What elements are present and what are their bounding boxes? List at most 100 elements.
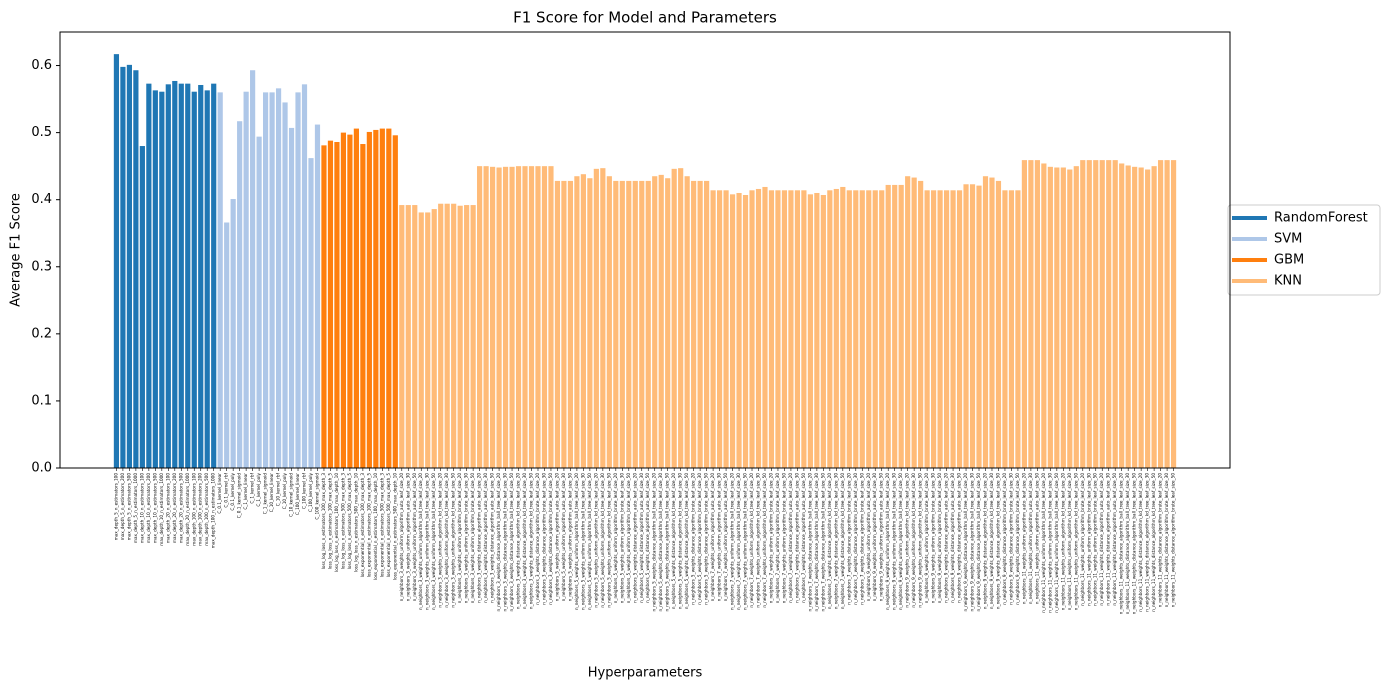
x-tick-label: n_neighbors_3_weights_distance_algorithm…: [490, 473, 495, 603]
x-tick-label: n_neighbors_5_weights_uniform_algorithm_…: [600, 473, 605, 608]
x-tick-label: n_neighbors_3_weights_uniform_algorithm_…: [412, 473, 417, 602]
x-tick-label: n_neighbors_9_weights_distance_algorithm…: [995, 473, 1000, 609]
bar: [833, 188, 839, 468]
x-tick-label: n_neighbors_11_weights_distance_algorith…: [1158, 473, 1163, 608]
bar: [639, 180, 645, 468]
x-tick-label: n_neighbors_3_weights_distance_algorithm…: [535, 473, 540, 605]
y-tick-label: 0.4: [31, 192, 52, 207]
bar: [457, 205, 463, 468]
bar: [755, 188, 762, 468]
x-tick-label: n_neighbors_9_weights_uniform_algorithm_…: [885, 473, 890, 610]
bar: [937, 190, 943, 468]
x-tick-label: n_neighbors_9_weights_uniform_algorithm_…: [911, 473, 916, 608]
bar: [1119, 163, 1125, 468]
bar: [788, 190, 794, 468]
bar: [217, 92, 223, 468]
bar: [431, 209, 437, 469]
bar: [554, 180, 561, 468]
bar: [995, 180, 1002, 468]
x-tick-label: n_neighbors_9_weights_uniform_algorithm_…: [872, 473, 877, 602]
bar: [561, 180, 567, 468]
x-tick-label: n_neighbors_7_weights_distance_algorithm…: [833, 473, 838, 609]
bar: [1073, 166, 1079, 468]
x-tick-label: n_neighbors_9_weights_distance_algorithm…: [1002, 473, 1007, 605]
bar: [275, 88, 282, 469]
x-tick-label: n_neighbors_3_weights_distance_algorithm…: [516, 473, 521, 609]
bar: [237, 121, 243, 468]
x-tick-label: n_neighbors_5_weights_distance_algorithm…: [632, 473, 637, 603]
bar: [652, 176, 658, 468]
y-axis-label: Average F1 Score: [9, 193, 24, 307]
bar: [340, 132, 347, 468]
x-tick-label: n_neighbors_3_weights_distance_algorithm…: [503, 473, 508, 612]
bar: [931, 190, 937, 468]
x-tick-label: n_neighbors_11_weights_distance_algorith…: [1132, 473, 1137, 615]
x-tick-label: n_neighbors_9_weights_uniform_algorithm_…: [898, 473, 903, 610]
x-tick-label: n_neighbors_9_weights_uniform_algorithm_…: [866, 473, 871, 602]
x-tick-label: loss_exponential_n_estimators_500_max_de…: [386, 473, 391, 578]
bar: [425, 212, 431, 468]
x-tick-label: loss_exponential_n_estimators_100_max_de…: [366, 473, 371, 578]
x-tick-label: n_neighbors_7_weights_distance_algorithm…: [788, 473, 793, 603]
bar: [892, 184, 898, 469]
bar: [1080, 160, 1086, 468]
x-tick-label: loss_log_loss_n_estimators_100_max_depth…: [334, 473, 339, 572]
bar: [729, 194, 736, 468]
bar: [191, 91, 197, 469]
chart-title: F1 Score for Model and Parameters: [513, 9, 777, 27]
bar: [113, 54, 120, 469]
bar: [827, 190, 833, 468]
bar: [120, 66, 126, 468]
x-tick-label: n_neighbors_11_weights_uniform_algorithm…: [1021, 473, 1026, 604]
x-tick-label: max_depth_5_n_estimators_200: [120, 473, 125, 541]
x-tick-label: n_neighbors_3_weights_distance_algorithm…: [483, 473, 488, 603]
x-tick-label: C_10_kernel_linear: [269, 473, 274, 513]
x-tick-label: max_depth_100_n_estimators_1000: [211, 473, 216, 549]
x-tick-label: n_neighbors_5_weights_uniform_algorithm_…: [567, 473, 572, 602]
x-tick-label: max_depth_10_n_estimators_500: [152, 473, 157, 543]
bar: [373, 129, 379, 468]
x-tick-label: n_neighbors_5_weights_uniform_algorithm_…: [619, 473, 624, 604]
bar: [204, 90, 210, 468]
x-tick-label: C_0.1_kernel_linear: [217, 473, 222, 514]
x-tick-label: n_neighbors_3_weights_uniform_algorithm_…: [405, 473, 410, 602]
x-tick-label: n_neighbors_7_weights_distance_algorithm…: [846, 473, 851, 605]
bar: [295, 92, 301, 468]
bar: [1034, 160, 1040, 468]
bar: [489, 166, 496, 468]
y-tick-label: 0.1: [31, 393, 52, 408]
x-tick-label: n_neighbors_5_weights_distance_algorithm…: [671, 473, 676, 609]
bar: [126, 64, 132, 469]
x-tick-label: n_neighbors_9_weights_distance_algorithm…: [1008, 473, 1013, 605]
x-tick-label: n_neighbors_11_weights_distance_algorith…: [1099, 473, 1104, 606]
x-tick-label: n_neighbors_5_weights_uniform_algorithm_…: [554, 473, 559, 602]
bar: [963, 184, 969, 468]
x-tick-label: n_neighbors_9_weights_distance_algorithm…: [970, 473, 975, 612]
x-tick-label: n_neighbors_7_weights_uniform_algorithm_…: [768, 473, 773, 604]
x-tick-label: n_neighbors_11_weights_uniform_algorithm…: [1041, 473, 1046, 613]
x-tick-label: n_neighbors_5_weights_uniform_algorithm_…: [593, 473, 598, 608]
x-tick-label: C_100_kernel_poly: [308, 472, 313, 511]
x-tick-label: n_neighbors_3_weights_uniform_algorithm_…: [431, 473, 436, 610]
bar: [905, 176, 911, 468]
x-tick-label: n_neighbors_7_weights_uniform_algorithm_…: [755, 473, 760, 608]
bar: [1028, 160, 1034, 468]
bar: [781, 190, 788, 468]
x-tick-label: n_neighbors_11_weights_uniform_algorithm…: [1054, 473, 1059, 613]
bar: [807, 194, 813, 468]
x-tick-label: loss_exponential_n_estimators_500_max_de…: [392, 473, 397, 580]
bar: [386, 128, 392, 469]
bar: [483, 166, 489, 468]
x-tick-label: n_neighbors_5_weights_distance_algorithm…: [665, 473, 670, 612]
bar: [645, 180, 651, 468]
x-tick-label: n_neighbors_5_weights_uniform_algorithm_…: [613, 473, 618, 604]
bar: [956, 190, 963, 468]
x-tick-label: max_depth_20_n_estimators_1000: [185, 473, 190, 546]
bar: [775, 190, 781, 468]
x-tick-label: max_depth_100_n_estimators_200: [198, 473, 203, 546]
bar: [969, 184, 976, 468]
bar: [1021, 160, 1028, 468]
bar: [1002, 190, 1008, 468]
legend-label: KNN: [1274, 274, 1302, 289]
bar: [1093, 160, 1099, 468]
